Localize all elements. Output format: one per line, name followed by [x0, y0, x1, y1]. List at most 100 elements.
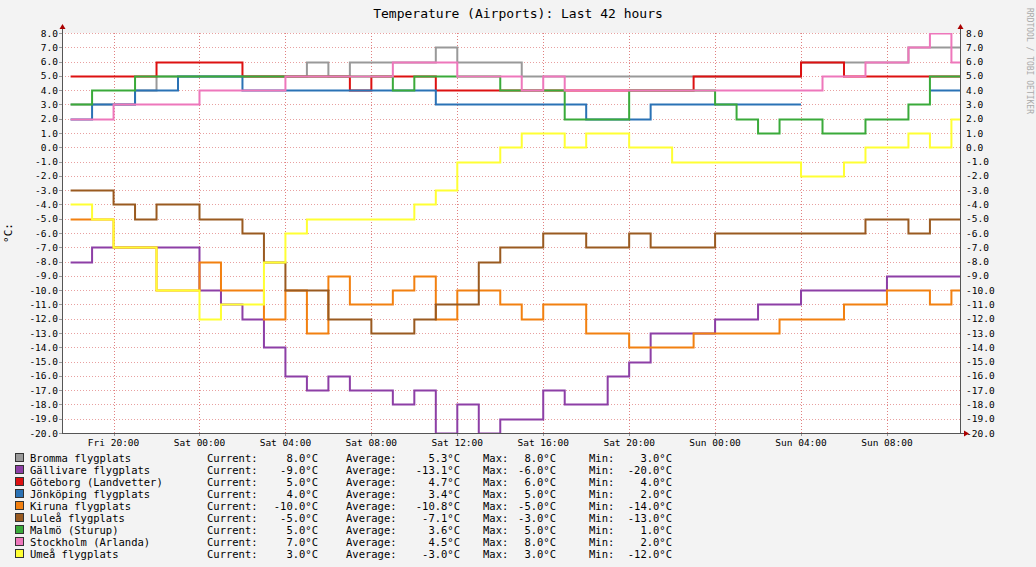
y-tick-label-right: -4.0: [966, 199, 989, 210]
y-tick: [59, 147, 62, 148]
legend-stat-value: -9.0°C: [280, 464, 318, 476]
series-line: [71, 120, 960, 320]
y-tick: [59, 347, 62, 348]
y-tick-label-right: 6.0: [966, 56, 983, 67]
y-tick-label: -18.0: [29, 399, 58, 410]
y-tick-label: 7.0: [41, 42, 58, 53]
y-tick-label-right: 5.0: [966, 70, 983, 81]
y-tick-label-right: -16.0: [966, 370, 995, 381]
legend-stat-value: 3.0°C: [640, 452, 672, 464]
y-tick-label: -15.0: [29, 356, 58, 367]
legend-stat-label: Min:: [589, 500, 614, 512]
x-tick-label: Fri 20:00: [88, 437, 140, 448]
series-line: [71, 248, 960, 434]
legend-stat-value: -13.0°C: [628, 512, 672, 524]
legend-stat-value: -6.0°C: [518, 464, 556, 476]
y-tick-label-right: -10.0: [966, 285, 995, 296]
y-tick: [59, 133, 62, 134]
y-tick-label: -3.0: [35, 185, 58, 196]
y-tick-label: -12.0: [29, 313, 58, 324]
x-tick-label: Sat 20:00: [603, 437, 655, 448]
y-tick: [59, 90, 62, 91]
legend-stat-label: Max:: [483, 512, 508, 524]
series-line: [71, 77, 960, 134]
y-tick: [59, 333, 62, 334]
legend-stat-value: -5.0°C: [518, 500, 556, 512]
y-grid-line: [62, 262, 960, 263]
y-tick-label-right: -9.0: [966, 270, 989, 281]
legend-stat-value: 4.0°C: [286, 488, 318, 500]
legend-stat-label: Max:: [483, 536, 508, 548]
y-tick-label-right: 7.0: [966, 42, 983, 53]
y-axis: [62, 27, 63, 433]
legend-stat-value: 5.0°C: [524, 488, 556, 500]
x-axis: [62, 433, 966, 434]
x-grid-line: [457, 33, 458, 433]
y-tick-label-right: -20.0: [966, 428, 995, 439]
legend-label: Stockholm (Arlanda): [30, 536, 150, 548]
y-tick-label-right: -13.0: [966, 328, 995, 339]
chart: Temperature (Airports): Last 42 hoursRRD…: [0, 0, 1036, 567]
y-tick: [59, 262, 62, 263]
y-tick: [59, 419, 62, 420]
legend-stat-label: Current:: [207, 476, 258, 488]
y-tick: [59, 376, 62, 377]
legend-stat-label: Average:: [346, 452, 397, 464]
y-tick-label-right: 8.0: [966, 28, 983, 39]
plot-area: [62, 33, 960, 433]
y-tick-label-right: -7.0: [966, 242, 989, 253]
legend-stat-label: Min:: [589, 524, 614, 536]
y-tick-label: 5.0: [41, 70, 58, 81]
x-tick-label: Sat 12:00: [432, 437, 484, 448]
legend-stat-label: Min:: [589, 452, 614, 464]
legend-label: Jönköping flygplats: [30, 488, 150, 500]
legend-stat-value: 3.0°C: [524, 548, 556, 560]
x-grid-line: [887, 33, 888, 433]
y-tick-label: -10.0: [29, 285, 58, 296]
y-tick-label-right: -12.0: [966, 313, 995, 324]
legend-stat-label: Min:: [589, 488, 614, 500]
legend-stat-value: 8.0°C: [286, 452, 318, 464]
legend-stat-label: Current:: [207, 464, 258, 476]
legend-swatch: [16, 466, 24, 474]
legend-stat-label: Current:: [207, 512, 258, 524]
y-tick-label-right: -5.0: [966, 213, 989, 224]
x-tick-label: Sat 00:00: [174, 437, 226, 448]
y-tick-label: -16.0: [29, 370, 58, 381]
y-tick: [59, 362, 62, 363]
legend-label: Umeå flygplats: [30, 548, 119, 560]
axis-arrow: [958, 24, 964, 29]
y-tick-label-right: -1.0: [966, 156, 989, 167]
legend-stat-value: 4.7°C: [428, 476, 460, 488]
legend-stat-value: -13.1°C: [416, 464, 460, 476]
y-grid-line: [62, 376, 960, 377]
y-axis-label: °C:: [2, 223, 15, 243]
y-tick-label: -8.0: [35, 256, 58, 267]
legend-stat-value: -10.8°C: [416, 500, 460, 512]
watermark: RRDTOOL / TOBI OETIKER: [1025, 8, 1034, 114]
y-tick-label: 2.0: [41, 113, 58, 124]
axis-arrow: [60, 24, 66, 29]
legend-stat-value: 3.0°C: [286, 548, 318, 560]
y-tick-label: -20.0: [29, 428, 58, 439]
legend-stat-value: 6.0°C: [524, 476, 556, 488]
legend-stat-label: Current:: [207, 452, 258, 464]
y-tick-label: -7.0: [35, 242, 58, 253]
y-tick: [59, 104, 62, 105]
series-line: [71, 191, 960, 334]
y-tick-label-right: -2.0: [966, 170, 989, 181]
y-grid-line: [62, 47, 960, 48]
y-grid-line: [62, 119, 960, 120]
legend-label: Kiruna flygplats: [30, 500, 131, 512]
legend-stat-label: Current:: [207, 488, 258, 500]
y-tick-label-right: -8.0: [966, 256, 989, 267]
y-axis-right: [960, 27, 961, 433]
series-line: [71, 34, 960, 120]
y-tick-label: 0.0: [41, 142, 58, 153]
y-grid-line: [62, 362, 960, 363]
legend-stat-value: 5.0°C: [524, 524, 556, 536]
y-tick: [59, 233, 62, 234]
legend-swatch: [16, 502, 24, 510]
legend-stat-label: Average:: [346, 464, 397, 476]
legend-stat-label: Average:: [346, 476, 397, 488]
